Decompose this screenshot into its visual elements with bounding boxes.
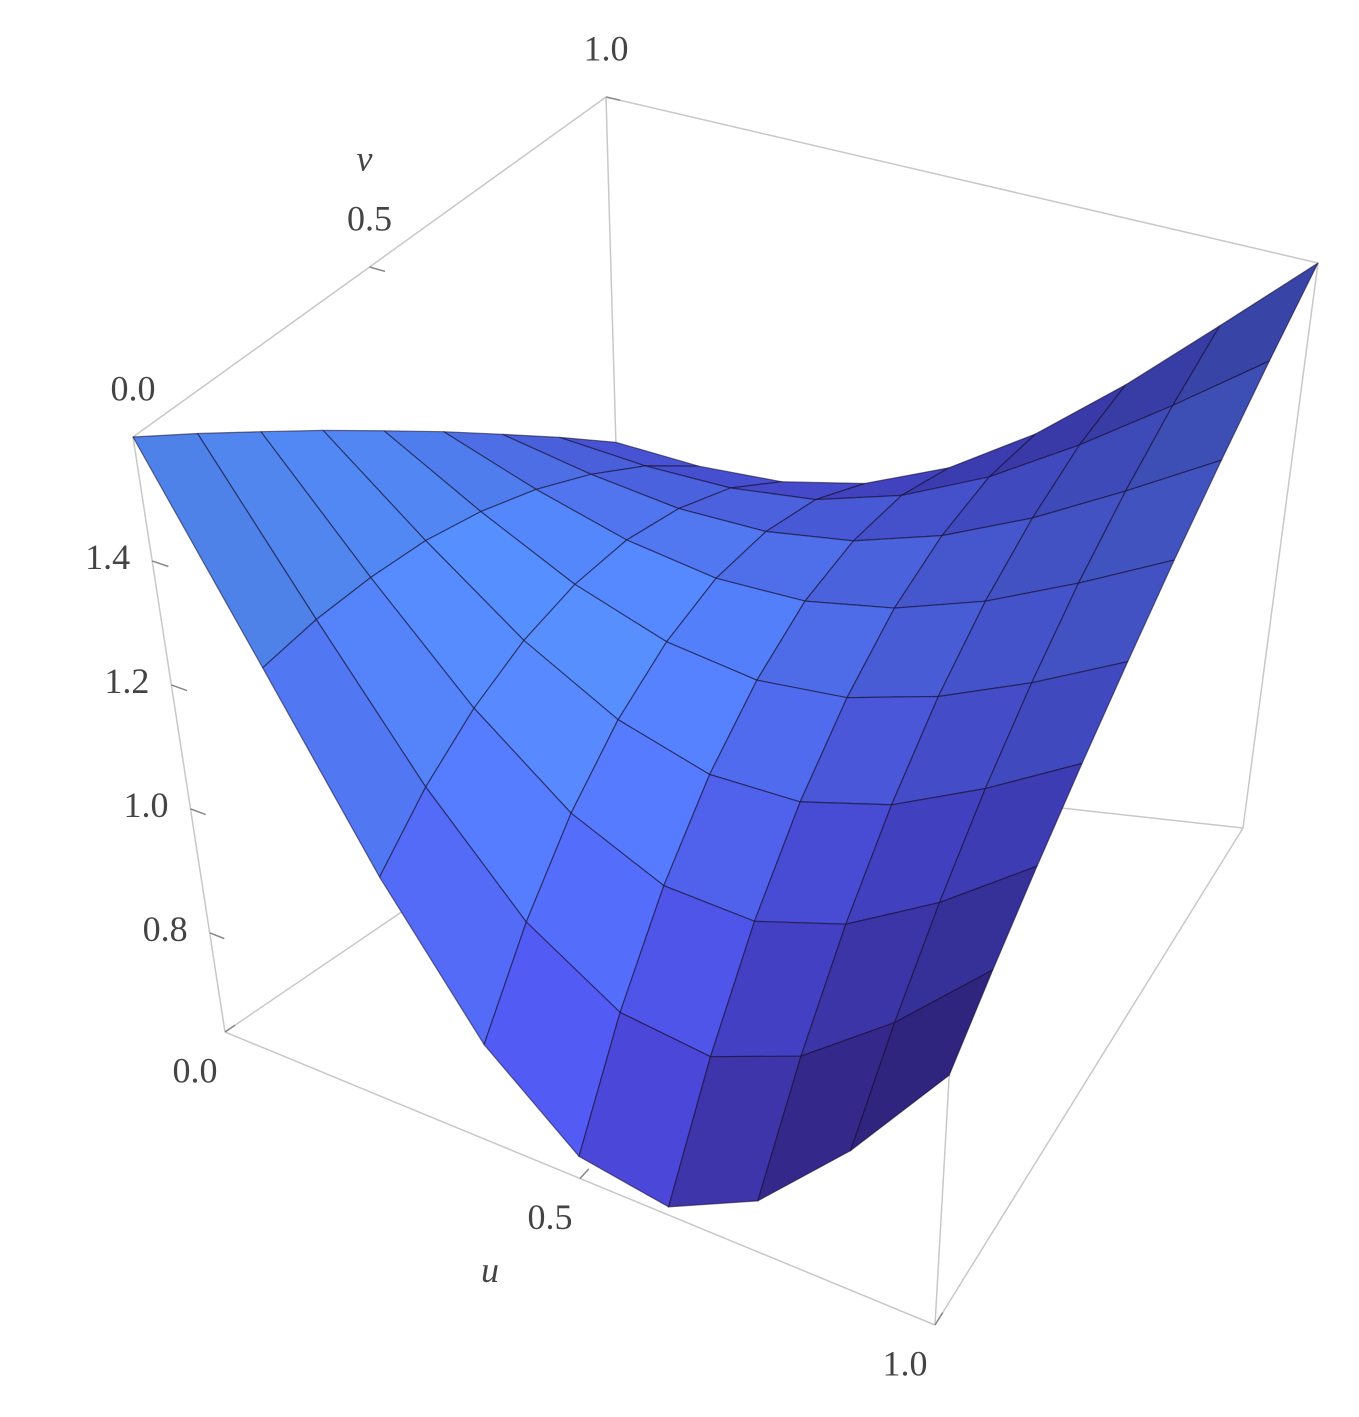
y-tick-label: 1.0	[584, 28, 629, 68]
x-tick-label: 1.0	[883, 1343, 928, 1383]
box-edge	[1242, 262, 1319, 829]
axis-labels: 0.0 0.5 1.0 0.0 0.5 1.0 0.8 1.0 1.2 1.4 u v	[85, 28, 927, 1383]
x-tick	[579, 1168, 590, 1180]
x-tick-label: 0.5	[528, 1197, 573, 1237]
z-tick-label: 0.8	[143, 909, 188, 949]
y-tick-label: 0.0	[111, 368, 156, 408]
z-tick-label: 1.2	[104, 661, 149, 701]
surface-patch	[849, 969, 994, 1152]
x-tick-label: 0.0	[173, 1050, 218, 1090]
y-tick	[605, 96, 621, 102]
z-tick	[190, 808, 206, 816]
x-axis-title: u	[481, 1250, 499, 1290]
box-edge	[934, 827, 1244, 1326]
x-tick	[934, 1312, 944, 1326]
surface	[132, 262, 1319, 1208]
y-tick	[369, 266, 386, 273]
x-tick	[224, 1024, 236, 1033]
y-axis-title: v	[357, 138, 373, 178]
box-edge	[605, 96, 1319, 264]
z-tick	[171, 684, 188, 692]
z-tick-label: 1.4	[85, 537, 130, 577]
z-tick	[209, 932, 225, 940]
z-tick-label: 1.0	[124, 785, 169, 825]
z-tick	[151, 560, 169, 568]
y-tick-label: 0.5	[347, 198, 392, 238]
